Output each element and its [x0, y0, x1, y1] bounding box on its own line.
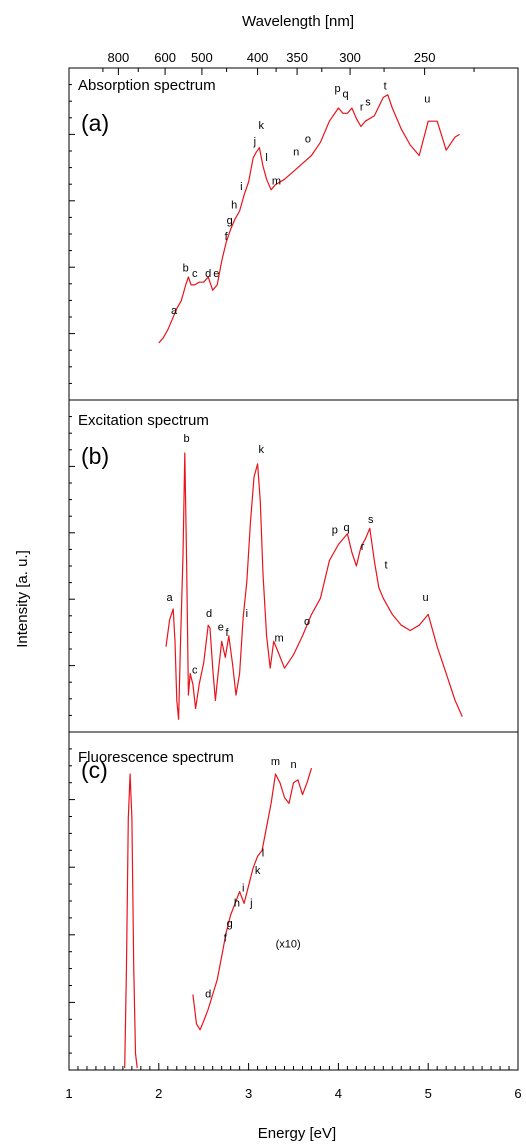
peak-label: l: [262, 847, 264, 859]
peak-label: q: [343, 522, 349, 534]
y-axis-title: Intensity [a. u.]: [14, 550, 31, 648]
peak-label: c: [192, 268, 198, 280]
series-line-2-1: [165, 452, 463, 720]
peak-label: i: [242, 883, 244, 895]
peak-label: p: [334, 83, 340, 95]
peak-label: e: [213, 268, 219, 280]
peak-label: q: [343, 88, 349, 100]
bottom-tick-label: 2: [155, 1086, 162, 1101]
panel-c-title: Fluorescence spectrum: [78, 749, 234, 766]
peak-label: m: [272, 176, 281, 188]
peak-label: u: [422, 592, 428, 604]
peak-label: b: [183, 263, 189, 275]
peak-label: k: [258, 444, 264, 456]
panel-c-letter: (c): [81, 757, 108, 783]
panel-b-letter: (b): [81, 443, 109, 469]
peak-label: t: [384, 560, 387, 572]
peak-label: a: [167, 592, 174, 604]
bottom-tick-label: 5: [425, 1086, 432, 1101]
panel-a-frame: [68, 67, 519, 401]
bottom-tick-label: 6: [514, 1086, 521, 1101]
top-tick-label: 400: [247, 50, 269, 65]
peak-label: s: [368, 514, 374, 526]
peak-label: c: [192, 665, 198, 677]
peak-label: l: [265, 152, 267, 164]
bottom-axis-ticks: 1 2 3 4 5 6: [65, 1063, 522, 1101]
peak-label: f: [225, 231, 229, 243]
top-tick-label: 350: [286, 50, 308, 65]
peak-label: k: [255, 865, 261, 877]
top-tick-label: 500: [191, 50, 213, 65]
bottom-tick-label: 4: [335, 1086, 342, 1101]
panel-a-title: Absorption spectrum: [78, 77, 216, 94]
panel-b-title: Excitation spectrum: [78, 412, 209, 429]
peak-label: r: [361, 541, 365, 553]
panel-a-letter: (a): [81, 110, 109, 136]
peak-label: h: [234, 897, 240, 909]
peak-label: b: [184, 433, 190, 445]
peak-label: i: [240, 181, 242, 193]
peak-label: u: [424, 94, 430, 106]
peak-label: n: [293, 147, 299, 159]
peak-label: a: [171, 305, 178, 317]
peak-label: r: [360, 102, 364, 114]
peak-label: e: [218, 622, 224, 634]
top-axis-title: Wavelength [nm]: [242, 13, 354, 30]
peak-label: (x10): [276, 939, 301, 951]
bottom-tick-label: 1: [65, 1086, 72, 1101]
peak-label: m: [275, 632, 284, 644]
peak-label: f: [224, 933, 228, 945]
panel-b-frame: [68, 399, 519, 733]
series-line-3-1: [124, 773, 138, 1069]
peak-label: j: [249, 897, 252, 909]
series-line-3-2: [192, 767, 313, 1031]
peak-label: t: [384, 81, 387, 93]
top-tick-label: 800: [108, 50, 130, 65]
peak-label: s: [365, 96, 371, 108]
peak-label: f: [225, 627, 229, 639]
top-tick-label: 300: [339, 50, 361, 65]
series-line-1-1: [158, 94, 460, 344]
peak-label: p: [332, 525, 338, 537]
top-tick-label: 250: [414, 50, 436, 65]
peak-label: k: [258, 120, 264, 132]
peak-label: o: [304, 616, 310, 628]
peak-label: d: [205, 988, 211, 1000]
top-axis-ticks: 800 600 500 400 350 300 250: [102, 50, 475, 75]
peak-label: h: [231, 199, 237, 211]
peak-label: n: [290, 759, 296, 771]
peak-label: d: [206, 608, 212, 620]
peak-label: m: [271, 756, 280, 768]
peak-label: d: [205, 268, 211, 280]
peak-label: j: [253, 136, 256, 148]
peak-label: i: [246, 608, 248, 620]
bottom-axis-title: Energy [eV]: [258, 1125, 336, 1142]
peak-label: o: [305, 133, 311, 145]
peak-label: g: [227, 215, 233, 227]
peak-label: g: [227, 918, 233, 930]
top-tick-label: 600: [154, 50, 176, 65]
panel-b: Excitation spectrum (b) a b c de f i k m o p qr s t u: [68, 399, 519, 733]
bottom-tick-label: 3: [245, 1086, 252, 1101]
